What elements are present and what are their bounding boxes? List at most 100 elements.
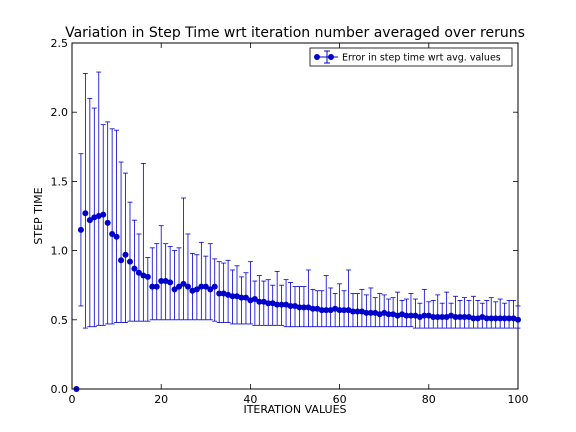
data-point [104, 219, 111, 226]
error-bar [96, 71, 102, 326]
data-point [497, 315, 504, 322]
error-bar [82, 73, 88, 329]
data-point [452, 314, 459, 321]
y-tick: 1.0 [51, 245, 518, 258]
data-point [211, 283, 218, 290]
error-bar [274, 270, 280, 326]
error-bar [114, 129, 120, 323]
data-point [122, 251, 129, 258]
data-point [506, 315, 513, 322]
data-point [86, 217, 93, 224]
legend: Error in step time wrt avg. values [309, 47, 513, 67]
error-bar [484, 300, 490, 329]
error-bar [185, 233, 191, 321]
data-point [265, 300, 272, 307]
legend-box [309, 47, 513, 67]
error-bar [408, 293, 414, 328]
y-tick-label: 1.5 [51, 175, 69, 188]
error-bar [136, 233, 142, 322]
x-tick: 80 [422, 43, 436, 406]
error-bar [212, 258, 218, 322]
error-bar [470, 295, 476, 329]
error-bar [207, 243, 213, 321]
error-bar [497, 298, 503, 329]
error-bar [488, 297, 494, 329]
x-tick-label: 80 [422, 393, 436, 406]
data-point [242, 294, 249, 301]
error-bar [109, 128, 115, 325]
data-point [149, 283, 156, 290]
error-bar [435, 294, 441, 329]
error-bar [359, 288, 365, 328]
data-point [77, 226, 84, 233]
error-bar [140, 163, 146, 322]
data-point [336, 307, 343, 314]
error-bar [444, 291, 450, 329]
error-bar [337, 283, 343, 328]
error-bar [100, 124, 106, 326]
error-bar [87, 97, 93, 328]
data-point [407, 312, 414, 319]
data-point [180, 280, 187, 287]
data-point [287, 302, 294, 309]
axes-frame [71, 42, 519, 390]
x-axis-label: ITERATION VALUES [243, 403, 346, 416]
data-point [256, 298, 263, 305]
data-point [501, 315, 508, 322]
data-point [100, 211, 107, 218]
data-point [176, 283, 183, 290]
data-point [354, 308, 361, 315]
error-bar [377, 293, 383, 328]
data-point [109, 230, 116, 237]
error-bar [368, 287, 374, 328]
data-point [184, 283, 191, 290]
data-point [202, 283, 209, 290]
data-point [363, 309, 370, 316]
plot-area: 0 20 40 60 80 100 0.0 0.5 1.0 1.5 2.0 2.5 [51, 37, 529, 406]
data-point [153, 283, 160, 290]
x-tick-label: 100 [508, 393, 529, 406]
data-point [171, 286, 178, 293]
error-bar [453, 295, 459, 329]
data-point [278, 301, 285, 308]
data-point [488, 315, 495, 322]
y-tick: 2.0 [51, 106, 518, 119]
error-bar [158, 225, 164, 321]
x-tick: 20 [154, 43, 168, 406]
error-bar [493, 301, 499, 329]
x-axis-ticks: 0 20 40 60 80 100 [69, 43, 529, 406]
error-bar [198, 241, 204, 321]
data-point [434, 314, 441, 321]
error-bar [181, 197, 186, 321]
data-point [470, 315, 477, 322]
data-point [135, 269, 142, 276]
error-bar [395, 291, 401, 328]
y-tick-label: 1.0 [51, 245, 69, 258]
error-bar [346, 269, 352, 328]
data-point [318, 307, 325, 314]
error-bar [475, 300, 481, 329]
x-tick: 40 [243, 43, 257, 406]
y-tick-label: 2.5 [51, 37, 69, 50]
data-point [198, 283, 205, 290]
data-point [216, 290, 223, 297]
y-axis-ticks: 0.0 0.5 1.0 1.5 2.0 2.5 [51, 37, 518, 396]
y-tick: 0.5 [51, 314, 518, 327]
data-point [251, 296, 258, 303]
error-bar [506, 300, 512, 329]
y-tick-label: 0.0 [51, 383, 69, 396]
y-axis-label: STEP TIME [32, 187, 45, 244]
error-bar [189, 252, 195, 321]
error-bar [225, 259, 231, 323]
data-point [483, 315, 490, 322]
data-points [73, 210, 521, 392]
x-tick-label: 0 [69, 393, 76, 406]
data-point [126, 258, 133, 265]
data-point [457, 314, 464, 321]
data-point [113, 233, 120, 240]
x-tick: 60 [333, 43, 347, 406]
error-bar [421, 288, 427, 329]
y-tick: 1.5 [51, 175, 518, 188]
error-bar [252, 280, 258, 326]
data-point [439, 314, 446, 321]
